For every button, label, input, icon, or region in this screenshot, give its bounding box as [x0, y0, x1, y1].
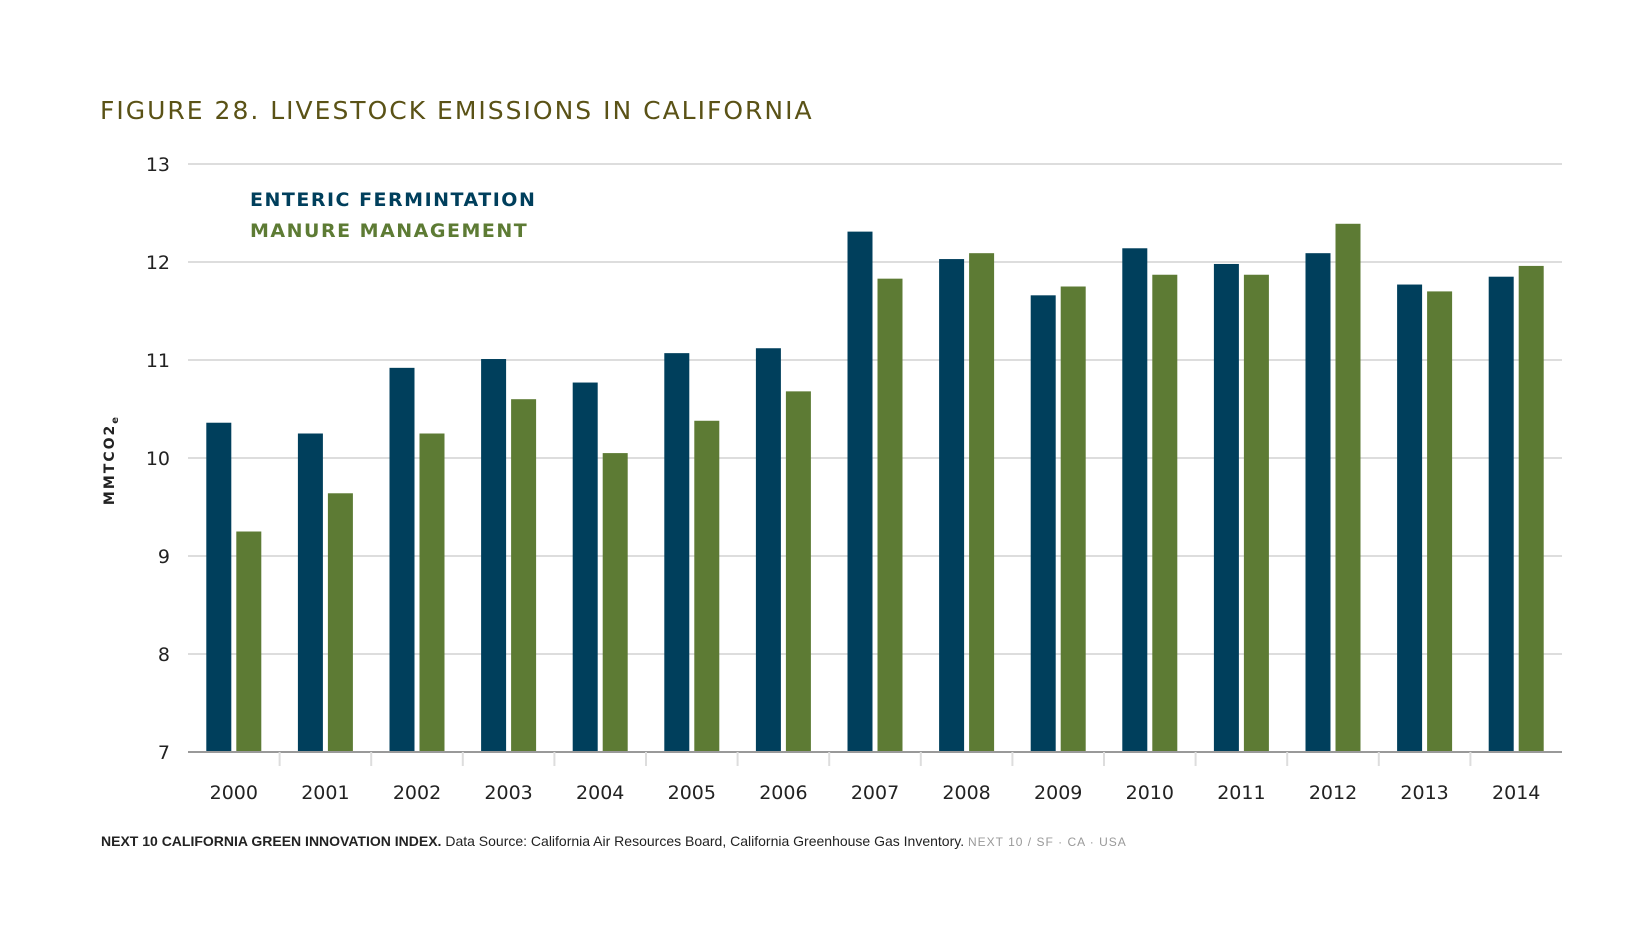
x-tick-label: 2007	[851, 782, 899, 804]
bar-manure	[1060, 286, 1086, 752]
bar-enteric	[847, 231, 873, 752]
y-tick-label: 11	[146, 350, 170, 372]
y-tick-label: 10	[146, 448, 170, 470]
x-tick-label: 2000	[210, 782, 258, 804]
y-tick-label: 9	[158, 546, 170, 568]
x-tick-label: 2010	[1126, 782, 1174, 804]
y-axis-ticks: 7 8 9 10 11 12 13	[146, 154, 170, 764]
footer-source: Data Source: California Air Resources Bo…	[445, 833, 965, 849]
y-tick-label: 12	[146, 252, 170, 274]
bar-manure	[785, 391, 811, 752]
bar-enteric	[297, 433, 323, 752]
bar-manure	[1243, 274, 1269, 752]
bar-manure	[1335, 223, 1361, 752]
legend: ENTERIC FERMINTATION MANURE MANAGEMENT	[250, 189, 536, 242]
y-tick-label: 8	[158, 644, 170, 666]
bar-enteric	[755, 348, 781, 752]
footer-brand: NEXT 10 / SF · CA · USA	[968, 835, 1127, 849]
x-axis: 2000 2001 2002 2003 2004 2005 2006 2007 2008 2009…	[188, 751, 1562, 804]
bar-manure	[236, 531, 262, 752]
x-tick-label: 2006	[759, 782, 807, 804]
x-tick-label: 2013	[1400, 782, 1448, 804]
x-tick-label: 2014	[1492, 782, 1540, 804]
bar-enteric	[572, 382, 598, 752]
bar-enteric	[481, 359, 507, 752]
bar-enteric	[1305, 253, 1331, 752]
legend-item-enteric: ENTERIC FERMINTATION	[250, 189, 536, 211]
x-tick-label: 2002	[393, 782, 441, 804]
bar-enteric	[206, 422, 232, 752]
bar-chart: 7 8 9 10 11 12 13 2000 2001 2002 2003 2004 2005 2006…	[102, 154, 1562, 804]
bar-manure	[877, 278, 903, 752]
x-tick-label: 2005	[668, 782, 716, 804]
bar-manure	[419, 433, 445, 752]
legend-item-manure: MANURE MANAGEMENT	[250, 220, 528, 242]
x-tick-label: 2009	[1034, 782, 1082, 804]
bar-enteric	[1488, 276, 1514, 752]
chart-title: FIGURE 28. LIVESTOCK EMISSIONS IN CALIFO…	[100, 96, 814, 125]
x-tick-label: 2011	[1217, 782, 1265, 804]
x-tick-label: 2001	[301, 782, 349, 804]
bar-manure	[327, 493, 353, 752]
x-tick-label: 2012	[1309, 782, 1357, 804]
x-tick-label: 2003	[484, 782, 532, 804]
bar-enteric	[1213, 263, 1239, 752]
footer: NEXT 10 CALIFORNIA GREEN INNOVATION INDE…	[101, 833, 1127, 849]
bar-enteric	[939, 259, 965, 752]
y-tick-label: 7	[158, 742, 170, 764]
x-tick-label: 2008	[942, 782, 990, 804]
bar-enteric	[1030, 295, 1056, 752]
bar-manure	[511, 399, 537, 752]
bars	[206, 223, 1544, 752]
bar-enteric	[664, 353, 690, 752]
footer-org: NEXT 10 CALIFORNIA GREEN INNOVATION INDE…	[101, 833, 442, 849]
y-tick-label: 13	[146, 154, 170, 176]
bar-enteric	[1122, 248, 1148, 752]
bar-manure	[1427, 291, 1453, 752]
bar-manure	[694, 420, 720, 752]
bar-manure	[602, 453, 628, 752]
bar-enteric	[389, 367, 415, 752]
bar-manure	[969, 253, 995, 752]
x-tick-label: 2004	[576, 782, 624, 804]
bar-enteric	[1397, 284, 1423, 752]
gridlines	[188, 163, 1562, 655]
bar-manure	[1152, 274, 1178, 752]
bar-manure	[1518, 265, 1544, 752]
y-axis-label: MMTCO2e	[102, 415, 121, 505]
